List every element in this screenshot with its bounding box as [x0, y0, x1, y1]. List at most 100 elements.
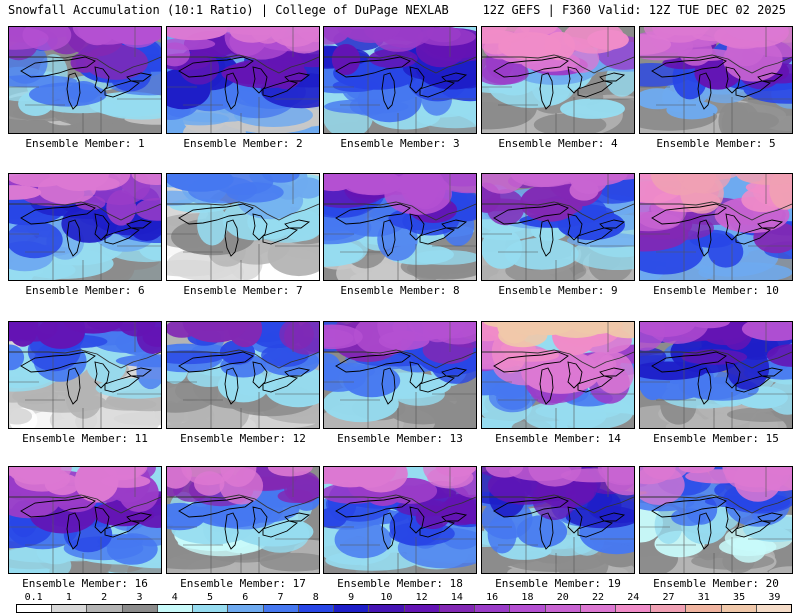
colorbar-label: 18 [521, 592, 534, 603]
great-lake-outline [567, 66, 583, 94]
ensemble-member-label: Ensemble Member: 13 [337, 432, 463, 445]
ensemble-member-label: Ensemble Member: 7 [183, 284, 303, 297]
snowfall-blob [9, 27, 49, 50]
colorbar-swatch [721, 605, 757, 612]
great-lake-outline [104, 375, 140, 393]
snowfall-blob [343, 364, 401, 398]
snowfall-map [9, 467, 161, 573]
snowfall-blob [187, 176, 257, 204]
snowfall-blob [523, 400, 607, 428]
great-lake-outline [262, 520, 298, 538]
snowfall-blob [68, 81, 99, 103]
snowfall-contours [640, 467, 792, 573]
ensemble-map-panel [323, 466, 477, 574]
snowfall-blob [324, 329, 354, 348]
colorbar-label: 12 [415, 592, 428, 603]
great-lake-outline [94, 66, 110, 94]
snowfall-contours [9, 174, 161, 280]
snowfall-contours [324, 27, 476, 133]
ensemble-member-label: Ensemble Member: 8 [340, 284, 460, 297]
colorbar-swatch [17, 605, 53, 612]
great-lake-outline [697, 219, 712, 257]
great-lake-outline [567, 506, 583, 534]
snowfall-blob [167, 350, 223, 365]
colorbar-label: 35 [733, 592, 746, 603]
ensemble-map-panel [8, 173, 162, 281]
snowfall-contours [9, 27, 161, 131]
colorbar-label: 1 [65, 592, 72, 603]
ensemble-member-label: Ensemble Member: 2 [183, 137, 303, 150]
ensemble-member-label: Ensemble Member: 5 [656, 137, 776, 150]
colorbar-label: 20 [556, 592, 569, 603]
great-lake-outline [735, 80, 771, 98]
great-lake-outline [104, 520, 140, 538]
colorbar-label: 22 [591, 592, 605, 603]
great-lake-outline [567, 361, 583, 389]
snowfall-map [167, 174, 319, 280]
great-lake-outline [441, 367, 468, 377]
great-lake-outline [224, 219, 239, 257]
snowfall-blob [671, 508, 706, 526]
snowfall-contours [9, 467, 161, 573]
great-lake-outline [381, 72, 396, 110]
snowfall-blob [735, 174, 792, 185]
great-lake-outline [178, 496, 254, 518]
snowfall-blob [417, 27, 476, 46]
great-lake-outline [725, 361, 741, 389]
colorbar-label: 7 [277, 592, 284, 603]
snowfall-blob [354, 467, 408, 493]
colorbar-label: 6 [242, 592, 249, 603]
great-lake-outline [725, 66, 741, 94]
country-border [167, 349, 319, 369]
snowfall-blob [741, 322, 792, 341]
snowfall-blob [658, 27, 710, 36]
country-border [640, 54, 792, 74]
snowfall-map [482, 174, 634, 280]
snowfall-contours [482, 467, 634, 573]
snowfall-blob [9, 174, 71, 187]
snowfall-blob [142, 326, 161, 347]
ensemble-map-panel [639, 466, 793, 574]
colorbar-swatch [334, 605, 370, 612]
snowfall-blob [688, 322, 730, 329]
great-lake-outline [284, 219, 311, 229]
snowfall-contours [640, 322, 792, 428]
great-lake-outline [252, 66, 268, 94]
great-lake-outline [126, 72, 153, 82]
snowfall-blob [640, 63, 691, 87]
great-lake-outline [735, 375, 771, 393]
country-border [640, 349, 792, 369]
colorbar-swatch [404, 605, 440, 612]
great-lake-outline [599, 367, 626, 377]
ensemble-map-panel [481, 466, 635, 574]
great-lake-outline [178, 203, 254, 225]
snowfall-map [640, 27, 792, 133]
ensemble-member-label: Ensemble Member: 12 [180, 432, 306, 445]
snowfall-blob [565, 481, 595, 504]
great-lake-outline [94, 213, 110, 241]
colorbar-swatch [52, 605, 88, 612]
snowfall-blob [229, 27, 274, 43]
great-lake-outline [441, 512, 468, 522]
colorbar-label: 31 [697, 592, 710, 603]
snowfall-contours [167, 322, 319, 428]
snowfall-contours [9, 322, 161, 428]
colorbar-label: 5 [206, 592, 214, 603]
snowfall-blob [411, 250, 476, 265]
snowfall-map [324, 174, 476, 280]
snowfall-blob [9, 74, 77, 88]
ensemble-map-panel [8, 26, 162, 134]
snowfall-map [324, 27, 476, 133]
snowfall-blob [9, 185, 42, 200]
country-border [324, 349, 476, 369]
ensemble-map-panel [8, 321, 162, 429]
ensemble-member-label: Ensemble Member: 10 [653, 284, 779, 297]
snowfall-blob [384, 174, 452, 215]
snowfall-blob [504, 237, 579, 270]
snowfall-map [482, 322, 634, 428]
snowfall-blob [767, 344, 792, 367]
great-lake-outline [126, 219, 153, 229]
great-lake-outline [697, 72, 712, 110]
great-lake-outline [493, 56, 569, 78]
snowfall-blob [729, 99, 792, 133]
